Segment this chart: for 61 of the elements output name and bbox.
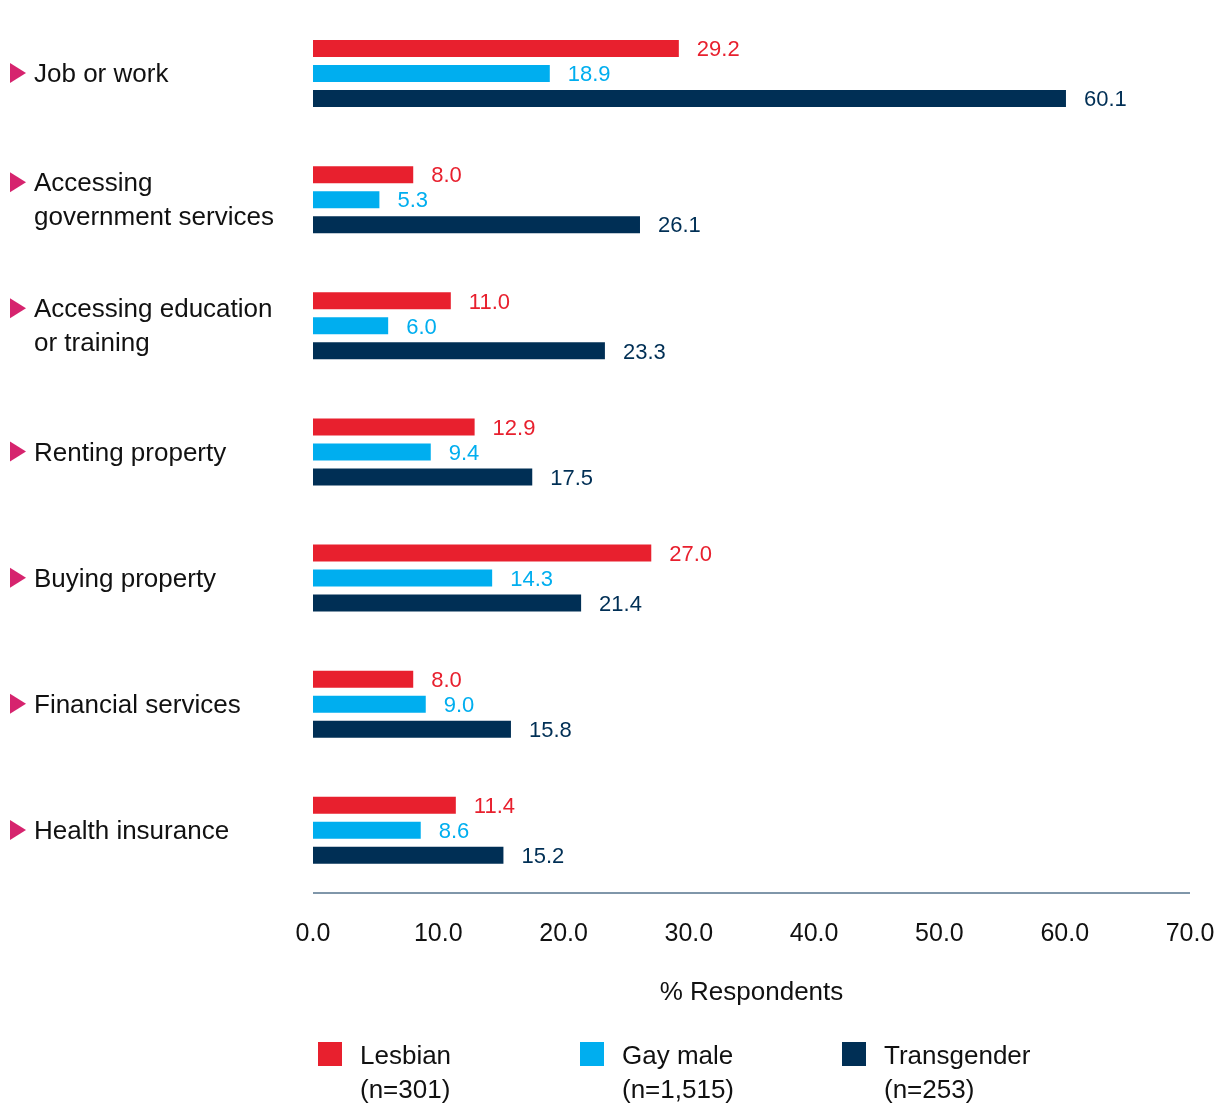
data-label: 26.1 <box>658 212 701 238</box>
x-tick-label: 20.0 <box>539 917 588 946</box>
bar <box>313 166 414 184</box>
x-tick-label: 10.0 <box>413 917 463 946</box>
x-tick-label: 0.0 <box>295 917 331 946</box>
bar <box>313 846 504 864</box>
bar <box>313 796 456 814</box>
data-label: 6.0 <box>406 313 437 339</box>
bar <box>313 544 652 562</box>
data-label: 17.5 <box>550 464 594 490</box>
bar <box>313 90 1066 107</box>
x-tick-label: 50.0 <box>915 917 964 946</box>
data-label: 9.0 <box>443 692 475 718</box>
bar <box>313 65 550 82</box>
x-tick-label: 40.0 <box>789 917 839 946</box>
bar <box>313 569 493 587</box>
x-axis-title: % Respondents <box>659 976 844 1006</box>
bar <box>313 191 380 209</box>
bar <box>313 594 582 612</box>
y-tick-label: Health insurance <box>34 814 230 845</box>
y-tick-label: Accessing education or training <box>34 293 273 358</box>
data-label: 11.0 <box>468 288 510 314</box>
y-tick-label: Financial services <box>34 688 241 719</box>
bar <box>313 821 421 839</box>
bar <box>313 443 431 461</box>
x-tick-label: 60.0 <box>1040 917 1090 946</box>
y-tick-label: Job or work <box>34 58 170 89</box>
legend-label: Gay male (n=1,515) <box>622 1039 736 1106</box>
data-label: 9.4 <box>448 439 480 465</box>
data-label: 29.2 <box>696 36 740 62</box>
data-label: 15.8 <box>528 717 572 743</box>
data-label: 15.2 <box>521 843 565 869</box>
data-label: 18.9 <box>567 61 611 87</box>
legend-label: Transgender (n=253) <box>884 1039 1032 1106</box>
legend-label: Lesbian (n=301) <box>360 1039 453 1106</box>
bar <box>313 720 511 738</box>
data-label: 14.3 <box>510 565 553 591</box>
data-label: 12.9 <box>492 414 536 440</box>
bar <box>313 468 533 486</box>
x-tick-label: 70.0 <box>1165 917 1215 946</box>
data-label: 11.4 <box>473 793 516 819</box>
x-tick-label: 30.0 <box>664 917 714 946</box>
y-tick-label: Buying property <box>34 562 217 593</box>
data-label: 21.4 <box>599 590 642 616</box>
bar <box>313 317 389 335</box>
data-label: 8.0 <box>431 667 462 693</box>
bar <box>313 695 426 713</box>
bar <box>313 342 605 360</box>
y-tick-label: Accessing government services <box>34 167 274 232</box>
data-label: 5.3 <box>397 187 428 213</box>
data-label: 8.0 <box>431 162 462 188</box>
y-tick-label: Renting property <box>34 436 227 467</box>
data-label: 60.1 <box>1083 86 1127 112</box>
bar <box>313 216 640 234</box>
bar <box>313 40 679 57</box>
bar <box>313 418 475 436</box>
data-label: 23.3 <box>622 338 666 364</box>
data-label: 8.6 <box>438 818 470 844</box>
bar <box>313 670 414 688</box>
bar <box>313 292 451 310</box>
data-label: 27.0 <box>669 540 713 566</box>
